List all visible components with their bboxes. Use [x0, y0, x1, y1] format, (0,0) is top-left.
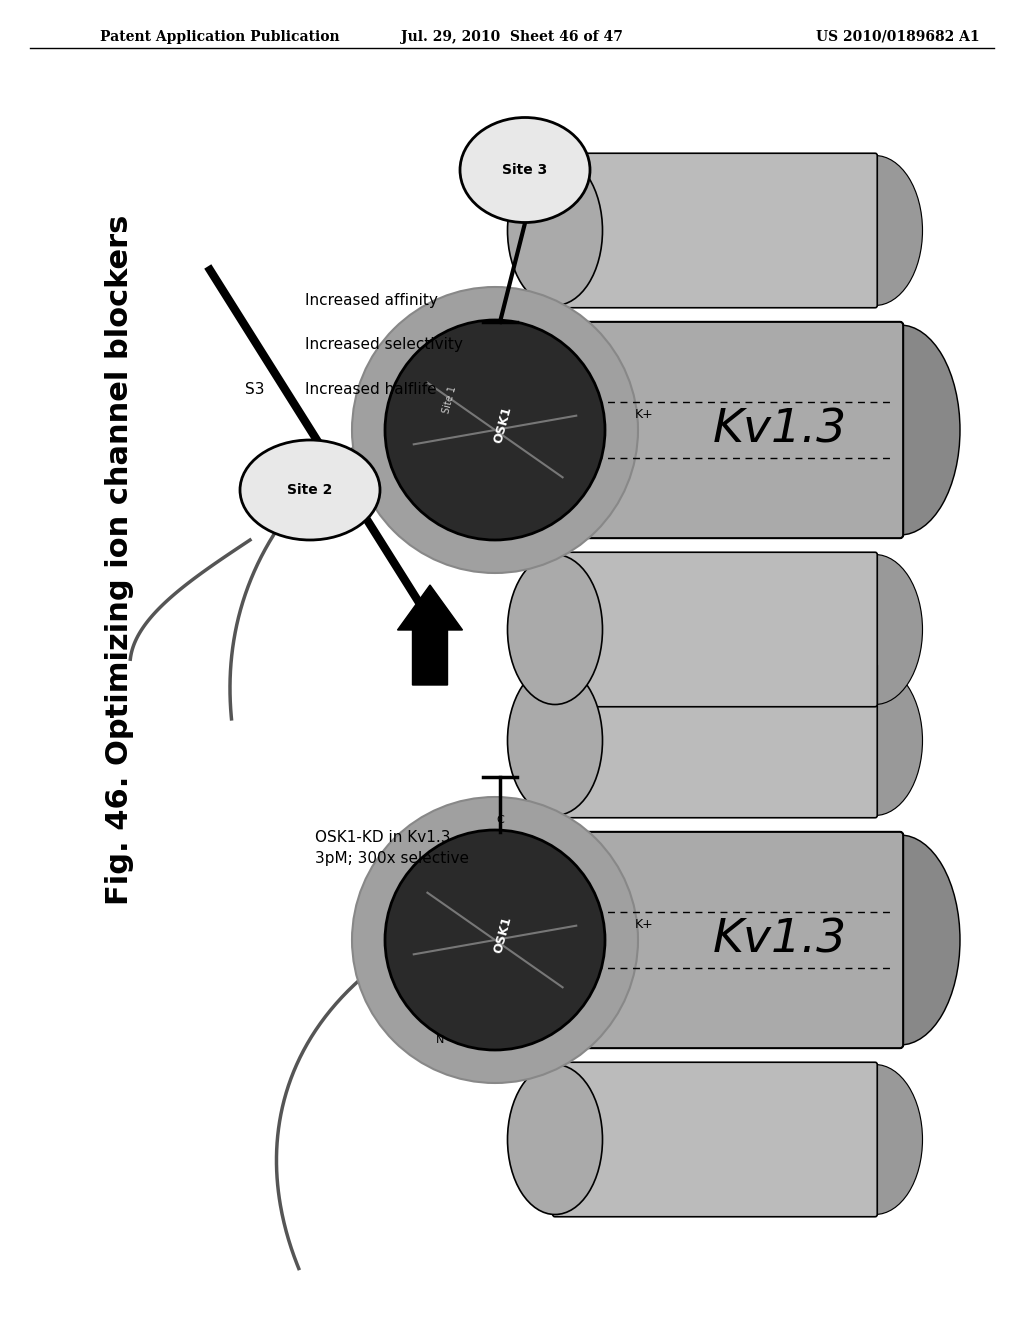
Text: Increased affinity: Increased affinity [305, 293, 438, 308]
Ellipse shape [385, 830, 605, 1049]
Text: Kv1.3: Kv1.3 [713, 408, 847, 453]
Text: Jul. 29, 2010  Sheet 46 of 47: Jul. 29, 2010 Sheet 46 of 47 [401, 30, 623, 44]
Text: US 2010/0189682 A1: US 2010/0189682 A1 [816, 30, 980, 44]
Ellipse shape [508, 665, 602, 816]
Ellipse shape [240, 440, 380, 540]
FancyBboxPatch shape [553, 1063, 878, 1217]
Text: K+: K+ [635, 919, 653, 932]
Ellipse shape [508, 1064, 602, 1214]
Ellipse shape [385, 319, 605, 540]
Text: S3: S3 [246, 383, 265, 397]
Ellipse shape [840, 325, 961, 535]
Ellipse shape [827, 665, 923, 816]
FancyBboxPatch shape [497, 322, 903, 539]
Text: Site 3: Site 3 [503, 162, 548, 177]
Text: N: N [436, 1035, 444, 1045]
Ellipse shape [352, 286, 638, 573]
Text: OSK1: OSK1 [492, 915, 514, 956]
Text: OSK1-KD in Kv1.3
3pM; 300x selective: OSK1-KD in Kv1.3 3pM; 300x selective [315, 830, 469, 866]
FancyBboxPatch shape [497, 832, 903, 1048]
Text: K+: K+ [635, 408, 653, 421]
Ellipse shape [352, 797, 638, 1082]
Ellipse shape [508, 554, 602, 705]
Ellipse shape [440, 325, 560, 535]
Text: Fig. 46. Optimizing ion channel blockers: Fig. 46. Optimizing ion channel blockers [105, 215, 134, 906]
Ellipse shape [827, 1064, 923, 1214]
Ellipse shape [827, 554, 923, 705]
Text: Kv1.3: Kv1.3 [713, 917, 847, 962]
Ellipse shape [840, 836, 961, 1045]
Text: Increased selectivity: Increased selectivity [305, 338, 463, 352]
Ellipse shape [508, 156, 602, 305]
Text: OSK1: OSK1 [492, 405, 514, 445]
FancyBboxPatch shape [553, 552, 878, 706]
Ellipse shape [460, 117, 590, 223]
Ellipse shape [440, 836, 560, 1045]
FancyBboxPatch shape [553, 663, 878, 818]
Text: Site 2: Site 2 [288, 483, 333, 498]
Text: Increased halflife: Increased halflife [305, 383, 436, 397]
FancyArrow shape [397, 585, 463, 685]
Text: C: C [496, 814, 504, 825]
FancyBboxPatch shape [553, 153, 878, 308]
Text: Site 1: Site 1 [441, 385, 459, 414]
Ellipse shape [827, 156, 923, 305]
Text: Patent Application Publication: Patent Application Publication [100, 30, 340, 44]
